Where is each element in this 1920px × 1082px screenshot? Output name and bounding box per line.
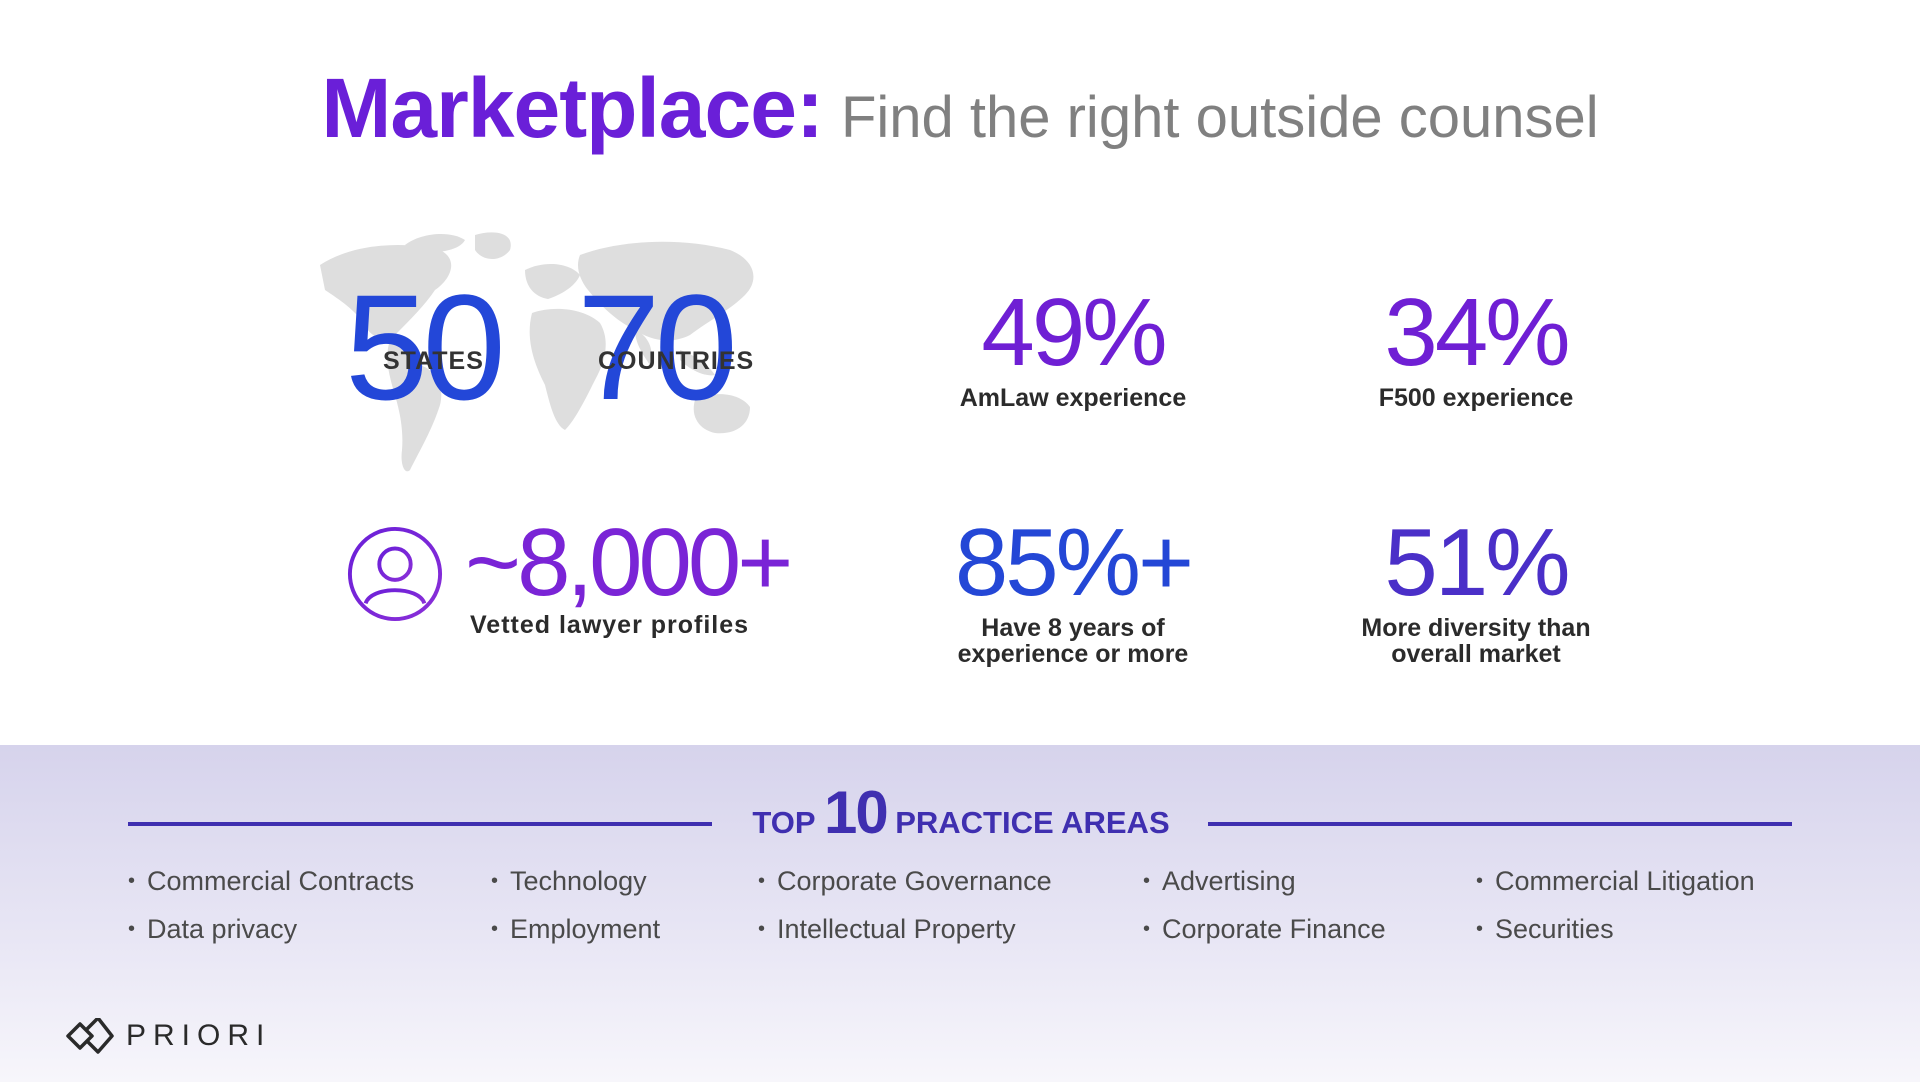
stat-amlaw-label: AmLaw experience [959, 384, 1187, 412]
bullet-icon: • [758, 870, 766, 892]
countries-count: 70 [577, 263, 738, 431]
user-profile-icon [347, 526, 443, 622]
stat-experience-label-line2: experience or more [957, 640, 1189, 669]
list-item: • Securities [1476, 914, 1614, 945]
list-item: • Employment [491, 914, 660, 945]
page-title: Marketplace: Find the right outside couns… [0, 60, 1920, 157]
countries-label: COUNTRIES [598, 347, 755, 375]
stat-experience-value: 85%+ [954, 509, 1194, 616]
stat-diversity: 51% More diversity than overall market [1306, 515, 1646, 668]
bullet-icon: • [1476, 870, 1484, 892]
states-label: STATES [383, 347, 484, 375]
bullet-icon: • [1143, 918, 1151, 940]
bullet-icon: • [1476, 918, 1484, 940]
practice-areas-band [0, 745, 1920, 1082]
practice-area-label: Commercial Contracts [147, 866, 415, 896]
priori-logo-text: PRIORI [126, 1019, 272, 1052]
practice-area-label: Securities [1495, 914, 1614, 944]
stat-diversity-label-line1: More diversity than [1361, 614, 1591, 642]
practice-area-label: Advertising [1162, 866, 1296, 896]
bullet-icon: • [758, 918, 766, 940]
stat-amlaw: 49% AmLaw experience [903, 279, 1243, 412]
stat-profiles-value: ~8,000+ [465, 509, 793, 616]
bullet-icon: • [128, 870, 136, 892]
stat-profiles-label: Vetted lawyer profiles [470, 611, 750, 639]
bullet-icon: • [491, 870, 499, 892]
heading-practice-areas: PRACTICE AREAS [895, 805, 1170, 840]
practice-area-label: Employment [510, 914, 661, 944]
practice-area-label: Commercial Litigation [1495, 866, 1755, 896]
heading-top: TOP [752, 805, 816, 840]
list-item: • Advertising [1143, 866, 1296, 897]
stat-experience: 85%+ Have 8 years of experience or more [903, 515, 1243, 668]
list-item: • Data privacy [128, 914, 297, 945]
practice-areas-heading: TOP 10 PRACTICE AREAS [730, 778, 1192, 847]
title-main: Marketplace: [321, 61, 824, 155]
list-item: • Commercial Litigation [1476, 866, 1755, 897]
bullet-icon: • [128, 918, 136, 940]
stat-f500-value: 34% [1384, 279, 1570, 386]
practice-area-label: Data privacy [147, 914, 298, 944]
stat-diversity-value: 51% [1384, 509, 1570, 616]
stat-f500: 34% F500 experience [1306, 279, 1646, 412]
states-count: 50 [345, 263, 506, 431]
stat-diversity-label-line2: overall market [1391, 640, 1561, 669]
stat-f500-label: F500 experience [1378, 384, 1574, 412]
list-item: • Commercial Contracts [128, 866, 414, 897]
practice-area-label: Corporate Finance [1162, 914, 1386, 944]
practice-area-label: Intellectual Property [777, 914, 1016, 944]
divider-left [128, 822, 712, 826]
priori-logo-icon [66, 1018, 114, 1054]
practice-area-label: Technology [510, 866, 647, 896]
practice-area-label: Corporate Governance [777, 866, 1052, 896]
divider-right [1208, 822, 1792, 826]
stat-experience-label-line1: Have 8 years of [981, 614, 1165, 642]
stat-experience-label: Have 8 years of experience or more [903, 615, 1243, 668]
title-sub: Find the right outside counsel [840, 85, 1599, 150]
bullet-icon: • [1143, 870, 1151, 892]
bullet-icon: • [491, 918, 499, 940]
list-item: • Corporate Finance [1143, 914, 1386, 945]
stat-diversity-label: More diversity than overall market [1306, 615, 1646, 668]
list-item: • Technology [491, 866, 647, 897]
heading-ten: 10 [823, 779, 889, 846]
list-item: • Intellectual Property [758, 914, 1016, 945]
world-map-image [320, 232, 754, 472]
priori-logo: PRIORI [64, 1018, 271, 1054]
list-item: • Corporate Governance [758, 866, 1052, 897]
stat-amlaw-value: 49% [981, 279, 1167, 386]
